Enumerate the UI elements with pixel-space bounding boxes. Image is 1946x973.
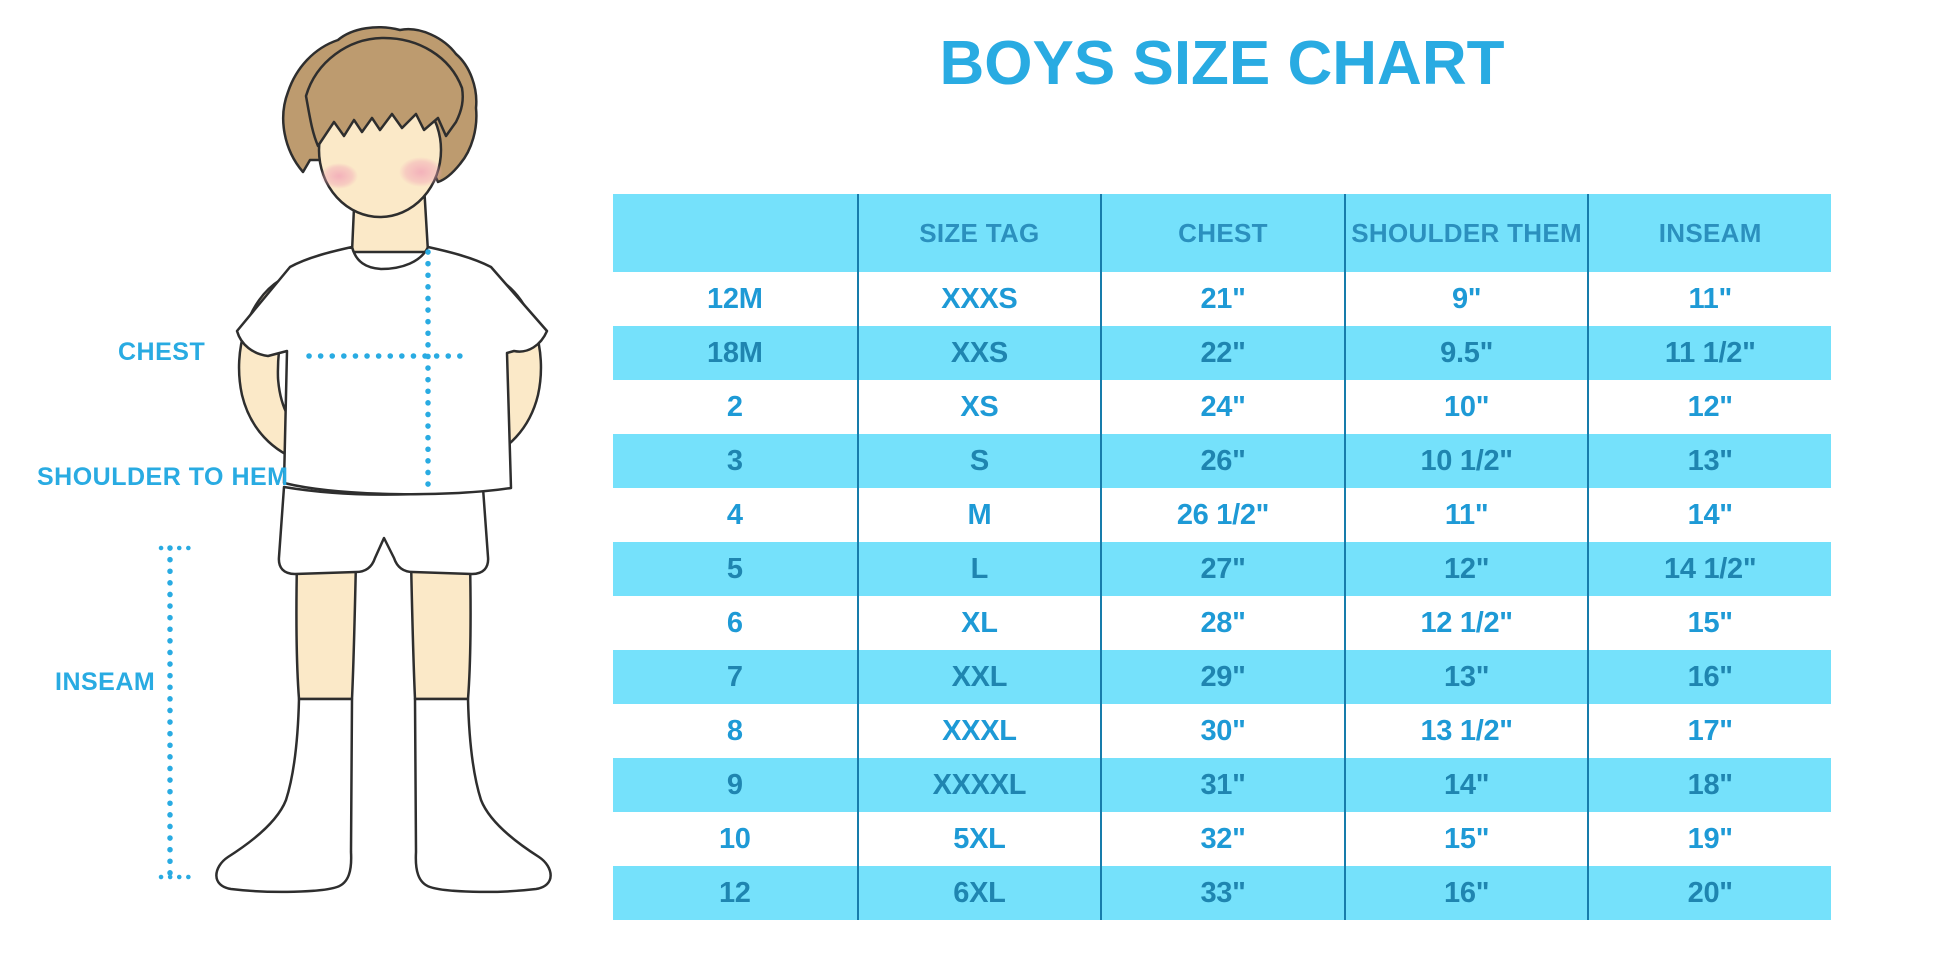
cell: 20" [1587,866,1831,920]
cell: 12" [1587,380,1831,434]
row-label: 8 [726,714,743,747]
sock-right [413,697,552,894]
cell: 27" [1100,542,1344,596]
row-label: 3 [726,444,743,477]
header-cell: INSEAM [1587,194,1831,272]
cheek-right [399,157,443,187]
table-body: 12M XXXS 21" 9" 11" 18M XXS 22" 9.5" 11 1/2" 2 XS 24… [613,272,1831,920]
cell: M [856,488,1101,542]
table-row: 3 S 26" 10 1/2" 13" [613,434,1831,488]
cell: 17" [1587,704,1831,758]
cell: XS [856,380,1101,434]
cell: XXXS [856,272,1101,326]
header-cell [613,194,857,272]
cell: 28" [1100,596,1344,650]
cell: 10 1/2" [1343,434,1588,488]
table-row: 5 L 27" 12" 14 1/2" [613,542,1831,596]
cell: 21" [1100,272,1344,326]
cell: 6XL [856,866,1101,920]
table-row: 7 XXL 29" 13" 16" [613,650,1831,704]
cell: 15" [1343,812,1588,866]
cell: 5XL [856,812,1101,866]
cell: 29" [1100,650,1344,704]
cell: S [856,434,1101,488]
cell: 11" [1343,488,1588,542]
cell: XXL [856,650,1101,704]
cell: 13" [1343,650,1588,704]
cell: 19" [1587,812,1831,866]
header-cell: SHOULDER THEM [1343,194,1588,272]
cheek-left [320,163,358,189]
cell: 13 1/2" [1343,704,1588,758]
boy-illustration [158,26,552,894]
cell: 22" [1100,326,1344,380]
cell: 12 1/2" [1343,596,1588,650]
cell: 33" [1100,866,1344,920]
size-table: SIZE TAG CHEST SHOULDER THEM INSEAM 12M XXXS… [613,194,1831,920]
table-row: 18M XXS 22" 9.5" 11 1/2" [613,326,1831,380]
row-label: 4 [726,498,743,531]
cell: 11 1/2" [1587,326,1831,380]
cell: XL [856,596,1101,650]
row-label: 18M [707,336,763,369]
cell: 9" [1343,272,1588,326]
table-row: 10 5XL 32" 15" 19" [613,812,1831,866]
cell: XXXL [856,704,1101,758]
table-row: 12M XXXS 21" 9" 11" [613,272,1831,326]
table-header-row: SIZE TAG CHEST SHOULDER THEM INSEAM [613,194,1831,272]
row-label: 6 [726,606,743,639]
cell: 14" [1343,758,1588,812]
page-title: BOYS SIZE CHART [939,29,1505,98]
label-inseam: INSEAM [55,668,156,696]
label-shoulder-to-hem: SHOULDER TO HEM [37,463,289,491]
shorts [277,485,490,576]
cell: 24" [1100,380,1344,434]
cell: 32" [1100,812,1344,866]
cell: 30" [1100,704,1344,758]
cell: 13" [1587,434,1831,488]
row-label: 9 [726,768,743,801]
cell: XXS [856,326,1101,380]
hair-fringe [304,36,464,148]
t-shirt [235,245,549,496]
row-label: 12 [718,876,751,909]
leg-left [295,558,358,701]
table-row: 4 M 26 1/2" 11" 14" [613,488,1831,542]
cell: 26" [1100,434,1344,488]
row-label: 10 [718,822,751,855]
row-label: 7 [726,660,743,693]
row-label: 2 [726,390,743,423]
cell: 18" [1587,758,1831,812]
cell: 12" [1343,542,1588,596]
cell: 16" [1343,866,1588,920]
row-label: 12M [707,282,763,315]
table-row: 2 XS 24" 10" 12" [613,380,1831,434]
header-cell: SIZE TAG [856,194,1101,272]
header-cell: CHEST [1100,194,1344,272]
cell: 10" [1343,380,1588,434]
cell: XXXXL [856,758,1101,812]
row-label: 5 [726,552,743,585]
cell: 31" [1100,758,1344,812]
cell: 11" [1587,272,1831,326]
cell: 26 1/2" [1100,488,1344,542]
table-row: 9 XXXXL 31" 14" 18" [613,758,1831,812]
table-row: 8 XXXL 30" 13 1/2" 17" [613,704,1831,758]
table-row: 12 6XL 33" 16" 20" [613,866,1831,920]
cell: L [856,542,1101,596]
cell: 15" [1587,596,1831,650]
cell: 16" [1587,650,1831,704]
cell: 14" [1587,488,1831,542]
cell: 14 1/2" [1587,542,1831,596]
table-row: 6 XL 28" 12 1/2" 15" [613,596,1831,650]
cell: 9.5" [1343,326,1588,380]
leg-right [409,558,472,701]
sock-left [215,697,354,894]
label-chest: CHEST [118,338,206,366]
